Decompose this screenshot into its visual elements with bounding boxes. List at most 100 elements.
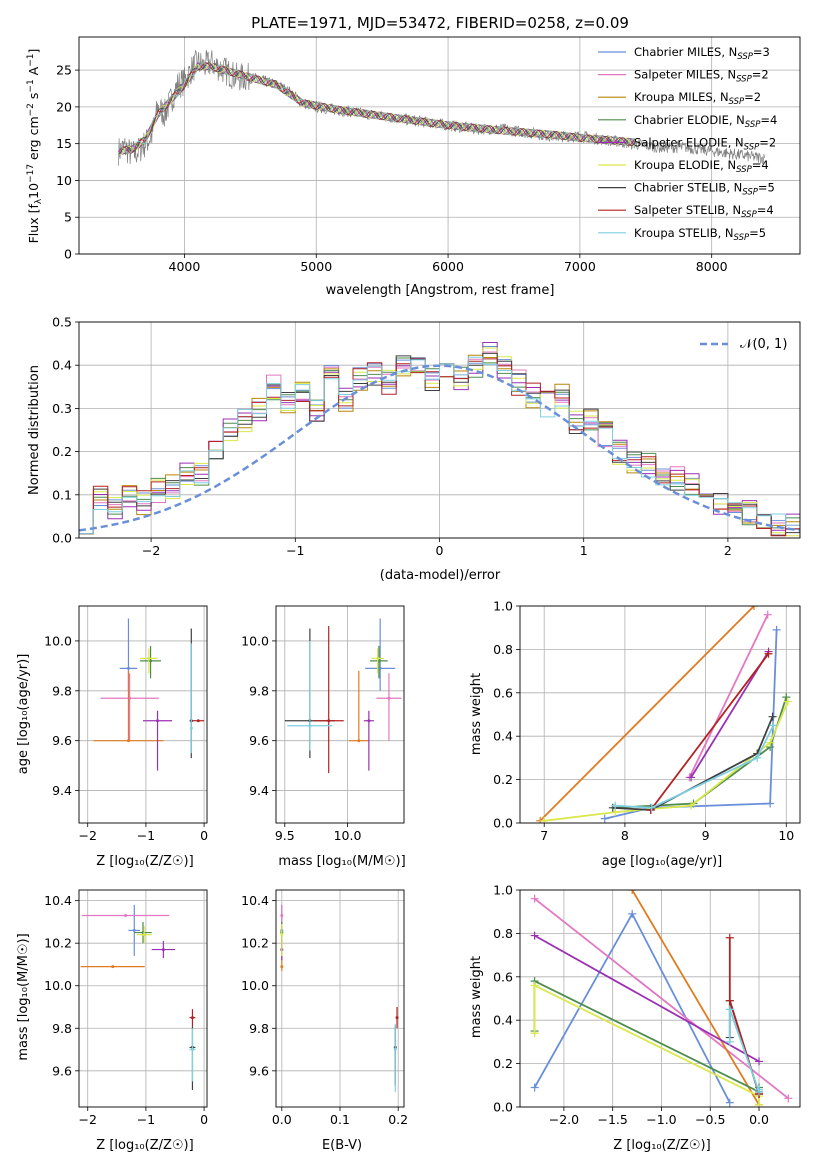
weight-z-xtick-label: −1.5 xyxy=(598,1112,628,1127)
mass-z-xlabel: Z [log₁₀(Z/Z☉)] xyxy=(96,1138,193,1153)
data-point xyxy=(387,696,391,700)
weight-age-ytick-label: 0.6 xyxy=(493,685,513,700)
legend-label: Kroupa STELIB, NSSP=5 xyxy=(634,226,766,243)
weight-age-xtick-label: 10 xyxy=(778,828,794,843)
mass-vs-ebv-panel: 0.0 0.1 0.2 9.6 9.8 10.0 10.2 10.4 xyxy=(241,889,408,1127)
weight-marker xyxy=(600,814,609,823)
weight-z-xtick-label: −1.0 xyxy=(646,1112,676,1127)
weight-z-xtick-label: −0.5 xyxy=(695,1112,725,1127)
weight-marker xyxy=(766,738,775,747)
weight-series-line xyxy=(631,890,760,1106)
age-z-xtick-label: 0 xyxy=(200,828,208,843)
data-point xyxy=(280,914,284,918)
weight-series-line xyxy=(534,934,760,1063)
age-mass-ytick-label: 9.4 xyxy=(249,783,269,798)
age-mass-ytick-label: 9.8 xyxy=(249,683,269,698)
weight-marker xyxy=(530,931,539,940)
mass-z-ytick-label: 10.2 xyxy=(44,936,72,951)
weight-marker xyxy=(725,933,734,942)
weight-age-frame xyxy=(519,605,801,824)
mass-ebv-ytick-label: 10.2 xyxy=(241,936,269,951)
weight-marker xyxy=(784,1094,793,1103)
legend-label: Salpeter MILES, NSSP=2 xyxy=(634,68,769,85)
mass-vs-metallicity-panel: −2 −1 0 9.6 9.8 10.0 10.2 10.4 xyxy=(44,889,208,1127)
weight-marker xyxy=(725,1005,734,1014)
mass-z-ytick-label: 9.8 xyxy=(52,1021,72,1036)
mass-z-ytick-label: 10.4 xyxy=(44,893,72,908)
spectrum-ytick-label: 15 xyxy=(56,136,72,151)
weight-marker xyxy=(782,693,791,702)
weight-z-ytick-label: 0.2 xyxy=(493,1056,513,1071)
data-point xyxy=(190,1016,194,1020)
weight-age-xtick-label: 9 xyxy=(702,828,710,843)
weight-z-ylabel: mass weight xyxy=(469,956,484,1038)
age-z-ytick-label: 10.0 xyxy=(44,633,72,648)
mass-z-ytick-label: 10.0 xyxy=(44,978,72,993)
age-z-ytick-label: 9.6 xyxy=(52,733,72,748)
age-mass-xtick-label: 9.5 xyxy=(275,828,295,843)
mass-z-xtick-label: 0 xyxy=(200,1112,208,1127)
weight-z-ytick-label: 1.0 xyxy=(493,883,513,898)
data-point xyxy=(393,1048,397,1052)
weight-marker xyxy=(611,801,620,810)
model-spectrum-line xyxy=(118,62,636,155)
residuals-xtick-label: 0 xyxy=(436,543,444,558)
weight-marker xyxy=(783,697,792,706)
data-point xyxy=(126,666,130,670)
residuals-legend-label: 𝒩(0, 1) xyxy=(740,337,787,352)
mass-ebv-frame xyxy=(275,889,405,1108)
weight-age-ytick-label: 1.0 xyxy=(493,599,513,614)
weight-marker xyxy=(753,753,762,762)
age-z-frame xyxy=(78,605,208,824)
weight-marker xyxy=(628,890,637,894)
residuals-xtick-label: −2 xyxy=(142,543,160,558)
residuals-panel: −2 −1 0 1 2 0.0 0.1 0.2 0.3 0.4 0.5 xyxy=(52,315,801,558)
residual-histogram-step xyxy=(79,356,800,535)
weight-marker xyxy=(687,801,696,810)
age-z-xlabel: Z [log₁₀(Z/Z☉)] xyxy=(96,854,193,869)
age-z-xtick-label: −1 xyxy=(137,828,155,843)
spectrum-ytick-label: 25 xyxy=(56,63,72,78)
mass-ebv-xtick-label: 0.2 xyxy=(388,1112,408,1127)
mass-ebv-ytick-label: 10.0 xyxy=(241,978,269,993)
data-point xyxy=(156,719,160,723)
weight-marker xyxy=(750,606,759,610)
weight-age-ytick-label: 0.4 xyxy=(493,729,513,744)
age-z-ylabel: age [log₁₀(age/yr)] xyxy=(16,654,31,775)
weight-marker xyxy=(530,1029,539,1038)
data-point xyxy=(124,914,128,918)
residuals-xtick-label: 2 xyxy=(724,543,732,558)
spectrum-ytick-label: 20 xyxy=(56,99,72,114)
weight-series-line xyxy=(612,716,774,811)
data-point xyxy=(367,719,371,723)
spectrum-xtick-label: 5000 xyxy=(300,259,332,274)
mass-z-ylabel: mass [log₁₀(M/M☉)] xyxy=(16,933,31,1060)
legend-label: Salpeter STELIB, NSSP=4 xyxy=(634,203,774,220)
weight-marker xyxy=(530,1083,539,1092)
mass-ebv-ytick-label: 9.6 xyxy=(249,1063,269,1078)
residuals-ylabel: Normed distribution xyxy=(27,365,42,495)
residuals-xtick-label: −1 xyxy=(286,543,304,558)
weight-age-ytick-label: 0.2 xyxy=(493,772,513,787)
weight-z-ytick-label: 0.4 xyxy=(493,1013,513,1028)
spectrum-xtick-label: 7000 xyxy=(564,259,596,274)
weight-marker xyxy=(540,816,549,823)
weight-marker xyxy=(530,894,539,903)
weight-marker xyxy=(769,721,778,730)
mass-ebv-xtick-label: 0.1 xyxy=(330,1112,350,1127)
normal-curve-line xyxy=(79,364,800,532)
spectrum-xtick-label: 8000 xyxy=(696,259,728,274)
weight-z-ytick-label: 0.8 xyxy=(493,926,513,941)
weight-series-line xyxy=(533,984,760,1105)
weight-marker xyxy=(530,981,539,990)
weight-series-line xyxy=(534,897,789,1100)
weight-z-ytick-label: 0.6 xyxy=(493,969,513,984)
weight-marker xyxy=(763,610,772,619)
legend-label: Chabrier MILES, NSSP=3 xyxy=(634,45,770,62)
weight-marker xyxy=(755,1100,764,1107)
age-vs-mass-panel: 9.5 10.0 9.4 9.6 9.8 10.0 xyxy=(241,605,405,843)
data-point xyxy=(196,719,200,723)
weight-z-xlabel: Z [log₁₀(Z/Z☉)] xyxy=(613,1138,710,1153)
spectrum-panel: 4000 5000 6000 7000 8000 0 5 10 15 20 25 xyxy=(56,36,801,274)
